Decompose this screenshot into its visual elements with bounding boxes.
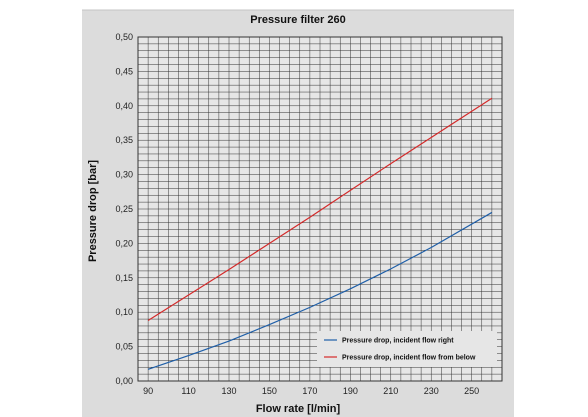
axis-ticks: 0,00 0,05 0,10 0,15 0,20 0,25 0,30 0,35 0,40 0,45…	[115, 32, 479, 396]
y-tick-label: 0,40	[115, 101, 133, 111]
legend: Pressure drop, incident flow right Press…	[317, 331, 497, 367]
y-tick-label: 0,35	[115, 135, 133, 145]
y-tick-label: 0,05	[115, 342, 133, 352]
x-tick-label: 250	[464, 386, 479, 396]
legend-entry-incident-below: Pressure drop, incident flow from below	[342, 355, 476, 362]
legend-box	[317, 331, 497, 367]
y-tick-label: 0,50	[115, 32, 133, 42]
chart-title: Pressure filter 260	[250, 14, 345, 26]
series-line-1	[147, 97, 493, 321]
plot-border	[137, 36, 503, 382]
x-axis-label: Flow rate [l/min]	[256, 403, 341, 415]
grid	[138, 37, 502, 381]
y-axis-label: Pressure drop [bar]	[87, 160, 99, 262]
y-tick-label: 0,15	[115, 273, 133, 283]
legend-entry-incident-right: Pressure drop, incident flow right	[342, 338, 454, 345]
x-tick-label: 150	[262, 386, 277, 396]
x-tick-label: 130	[221, 386, 236, 396]
y-tick-label: 0,45	[115, 66, 133, 76]
x-tick-label: 110	[181, 386, 195, 396]
y-tick-label: 0,30	[115, 170, 133, 180]
y-tick-label: 0,10	[115, 307, 133, 317]
y-tick-label: 0,00	[115, 376, 133, 386]
y-tick-label: 0,25	[115, 204, 133, 214]
series-lines	[147, 97, 493, 370]
x-tick-label: 190	[343, 386, 358, 396]
series-line-0	[147, 211, 493, 370]
x-tick-label: 90	[143, 386, 153, 396]
x-tick-label: 210	[383, 386, 398, 396]
x-tick-label: 230	[424, 386, 439, 396]
x-tick-label: 170	[302, 386, 317, 396]
y-tick-label: 0,20	[115, 238, 133, 248]
